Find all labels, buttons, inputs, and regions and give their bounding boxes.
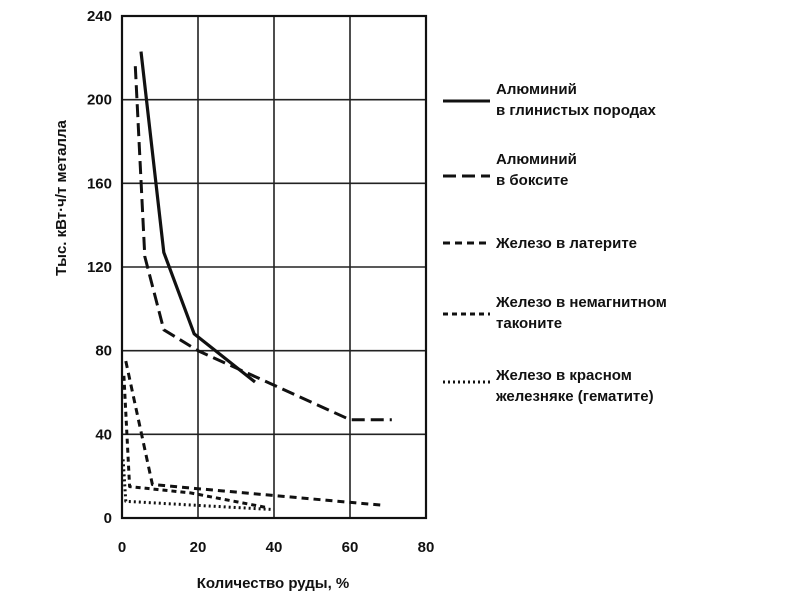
y-tick-label: 120 (87, 259, 112, 276)
y-tick-label: 0 (104, 510, 112, 527)
series-line-4 (122, 375, 267, 509)
y-tick-label: 240 (87, 8, 112, 25)
legend-label-2: в боксите (496, 172, 568, 189)
plot-frame (120, 14, 428, 520)
y-tick-label: 40 (95, 426, 112, 443)
legend-label-5: Железо в красном (495, 367, 632, 384)
legend-label-4: таконите (496, 315, 562, 332)
x-tick-label: 80 (418, 539, 435, 556)
legend-label-5: железняке (гематите) (495, 388, 654, 405)
legend-label-4: Железо в немагнитном (495, 294, 667, 311)
x-tick-label: 40 (266, 539, 283, 556)
legend-label-3: Железо в латерите (495, 235, 637, 252)
series-line-3 (124, 360, 385, 507)
legend-label-2: Алюминий (496, 151, 577, 168)
series-line-5 (121, 459, 275, 512)
series-line-2 (133, 66, 392, 422)
series-line-1 (139, 51, 256, 384)
x-axis-label: Количество руды, % (197, 575, 350, 592)
y-tick-label: 80 (95, 343, 112, 360)
x-tick-label: 60 (342, 539, 359, 556)
y-axis-label: Тыс. кВт·ч/т металла (53, 120, 70, 276)
series-lines (121, 51, 392, 512)
y-tick-label: 200 (87, 92, 112, 109)
x-tick-label: 20 (190, 539, 207, 556)
plot-border (120, 14, 428, 520)
y-tick-labels: 0 40 80 120 160 200 240 (87, 8, 112, 527)
legend-label-1: Алюминий (496, 81, 577, 98)
x-tick-label: 0 (118, 539, 126, 556)
legend-label-1: в глинистых породах (496, 102, 657, 119)
y-tick-label: 160 (87, 175, 112, 192)
legend: Алюминий в глинистых породах Алюминий в бок… (443, 81, 667, 405)
x-tick-labels: 0 20 40 60 80 (118, 539, 435, 556)
